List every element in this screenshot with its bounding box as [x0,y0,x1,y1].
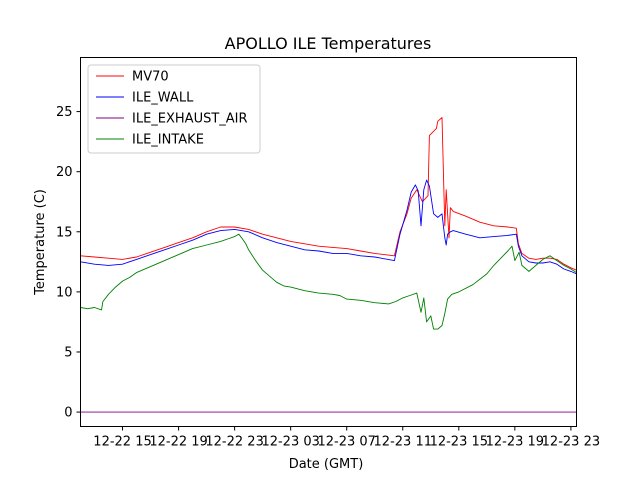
y-axis-ticks: 0 5 10 15 20 25 [56,105,81,421]
plot-area-frame [80,57,577,427]
x-tick-label: 12-22 15 [93,435,151,450]
x-tick-label: 12-22 23 [205,435,263,450]
y-tick-label: 10 [56,285,73,300]
series-line-ile-wall [80,179,577,275]
legend-label: ILE_WALL [132,91,194,106]
x-tick-label: 12-23 07 [317,435,375,450]
x-tick-label: 12-23 03 [261,435,319,450]
y-tick-label: 0 [64,406,72,421]
x-axis-label: Date (GMT) [289,457,364,472]
legend-label: ILE_INTAKE [132,133,204,148]
legend-label: MV70 [132,70,169,85]
legend-box [87,64,261,154]
series-line-mv70 [80,117,577,271]
x-tick-label: 12-23 19 [486,435,544,450]
legend-label: ILE_EXHAUST_AIR [132,112,248,127]
series-line-ile-intake [80,233,577,330]
y-tick-label: 15 [56,225,73,240]
y-tick-label: 25 [56,105,73,120]
y-tick-label: 20 [56,165,73,180]
series-layer [80,117,577,413]
x-tick-label: 12-23 15 [430,435,488,450]
x-tick-label: 12-23 23 [542,435,600,450]
x-tick-label: 12-23 11 [374,435,432,450]
legend: MV70 ILE_WALL ILE_EXHAUST_AIR ILE_INTAKE [87,64,261,154]
y-axis-label: Temperature (C) [33,189,48,296]
x-tick-label: 12-22 19 [149,435,207,450]
y-tick-label: 5 [64,345,72,360]
chart-title: APOLLO ILE Temperatures [225,34,432,53]
